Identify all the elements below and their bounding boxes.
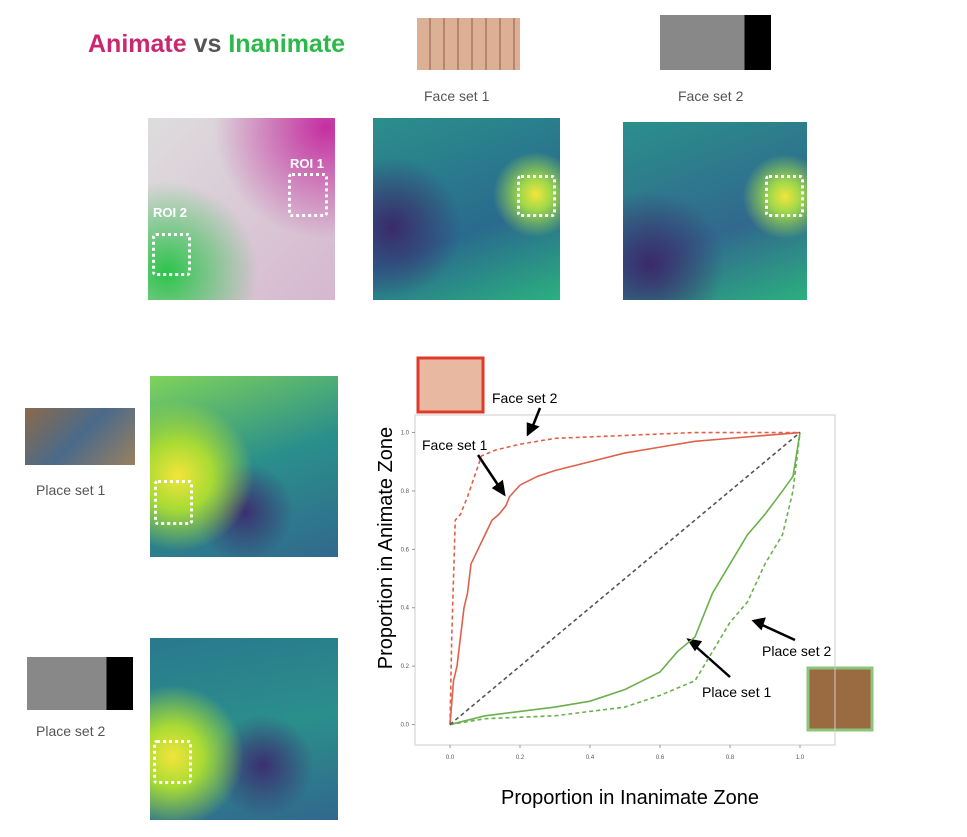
roi-box [517, 175, 556, 217]
heatmap [623, 122, 807, 300]
series-line [449, 431, 800, 725]
place-thumbnail [27, 657, 133, 710]
y-tick-label: 0.4 [401, 606, 410, 612]
x-tick-label: 0.4 [586, 755, 595, 761]
y-tick-label: 1.0 [401, 431, 410, 437]
x-tick-label: 0.2 [516, 755, 525, 761]
heatmap [373, 118, 560, 300]
x-axis-label: Proportion in Inanimate Zone [501, 787, 759, 809]
series-line [449, 432, 801, 726]
roi-box [288, 173, 328, 217]
heatmap [150, 638, 338, 820]
y-tick-label: 0.6 [401, 547, 410, 553]
face-photo [416, 356, 485, 414]
roi-box [152, 233, 191, 276]
y-axis-label: Proportion in Animate Zone [375, 427, 397, 669]
annotation: Place set 1 [702, 684, 771, 700]
annotation-arrows [476, 407, 796, 678]
roi-box [154, 480, 193, 525]
face-set-2-label: Face set 2 [678, 88, 744, 104]
y-tick-label: 0.0 [401, 723, 410, 729]
place-thumbnail [25, 408, 135, 465]
x-tick-label: 0.8 [726, 755, 735, 761]
annotation: Place set 2 [762, 643, 831, 659]
place-photo [806, 666, 874, 732]
roi-box [153, 740, 192, 784]
face-thumbnail [417, 18, 520, 70]
place-set-2-label: Place set 2 [36, 723, 106, 739]
x-tick-label: 1.0 [796, 755, 805, 761]
x-tick-label: 0.0 [446, 755, 455, 761]
roi-label: ROI 1 [290, 156, 324, 171]
heatmap [148, 118, 335, 300]
figure-title: Animate vs Inanimate [88, 30, 345, 59]
series-line [449, 431, 801, 725]
place-set-1-label: Place set 1 [36, 482, 106, 498]
x-tick-label: 0.6 [656, 755, 665, 761]
face-thumbnail [660, 15, 771, 70]
roi-box [765, 175, 804, 217]
face-set-1-label: Face set 1 [424, 88, 490, 104]
annotation: Face set 2 [492, 390, 558, 406]
series-line [449, 431, 801, 726]
plot-frame [414, 414, 836, 746]
roi-label: ROI 2 [153, 205, 187, 220]
y-tick-label: 0.8 [401, 489, 410, 495]
annotation: Face set 1 [422, 437, 488, 453]
title-inanimate: Inanimate [228, 30, 346, 58]
heatmap [150, 376, 338, 557]
y-tick-label: 0.2 [401, 664, 410, 670]
title-vs: vs [193, 30, 222, 58]
series-line [449, 432, 801, 726]
title-animate: Animate [88, 30, 187, 58]
